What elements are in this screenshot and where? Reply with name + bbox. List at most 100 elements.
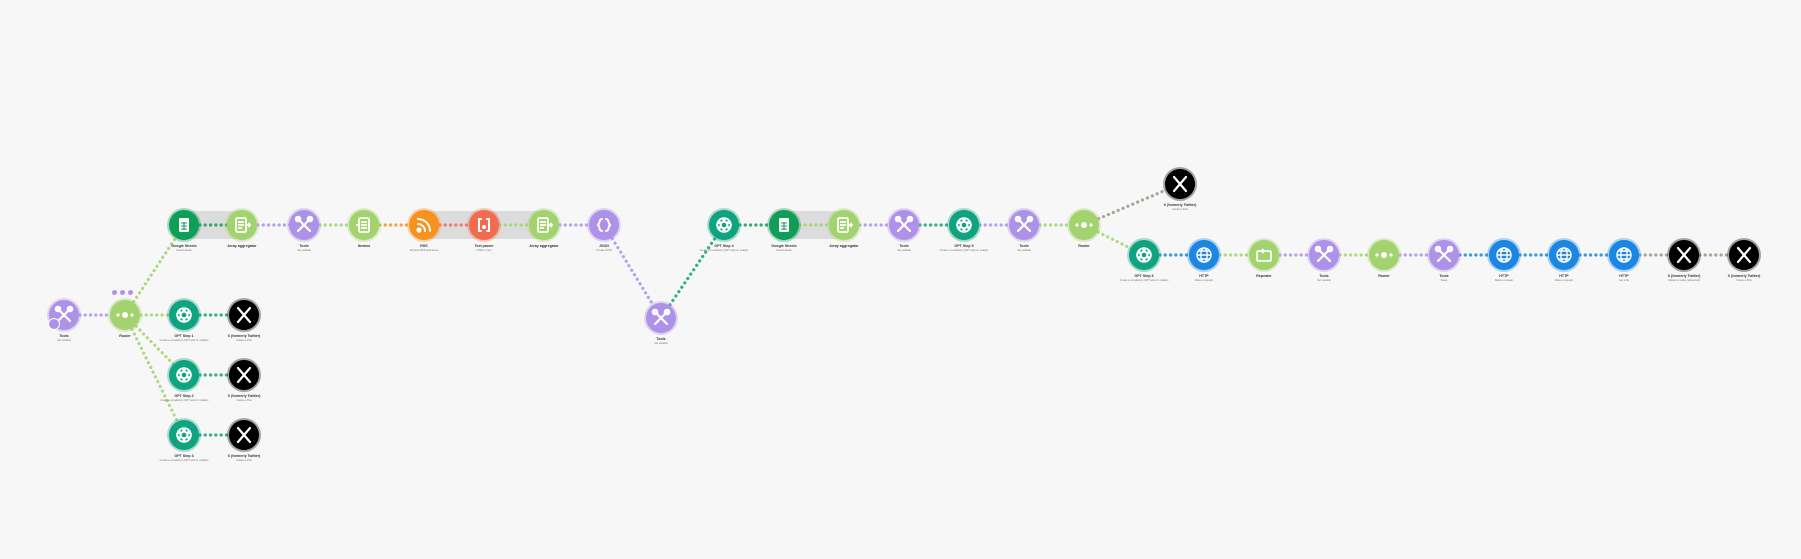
router-options-dot-1[interactable] [112, 290, 117, 295]
module-label: X (formerly Twitter) [227, 394, 261, 398]
module-action: Set variable [1017, 249, 1031, 252]
module-label: Router [1378, 274, 1390, 278]
module-gpt-step-5-22[interactable] [949, 210, 979, 240]
module-label: Tools [1019, 244, 1029, 248]
module-action: Create a Post [1172, 208, 1188, 211]
module-array-aggregator-10[interactable] [227, 210, 257, 240]
x-icon [236, 366, 252, 384]
module-label: Tools [1319, 274, 1329, 278]
module-label: Router [1078, 244, 1090, 248]
router-icon [1075, 222, 1093, 228]
module-rss-13[interactable] [409, 210, 439, 240]
router-options-dot-2[interactable] [120, 290, 125, 295]
module-action: Create a Post [236, 459, 252, 462]
module-gpt-step-3-7[interactable] [169, 420, 199, 450]
module-action: Set variable [297, 249, 311, 252]
module-action: Create a completion (GPT and o1 models) [159, 399, 209, 402]
module-action: Create a Post [236, 399, 252, 402]
module-http-27[interactable] [1189, 240, 1219, 270]
module-router-30[interactable] [1369, 240, 1399, 270]
module-label: GPT Step 4 [714, 244, 734, 248]
module-google-sheets-19[interactable] [769, 210, 799, 240]
module-tools-29[interactable] [1309, 240, 1339, 270]
module-action: Set variable [654, 342, 668, 345]
module-action: Set variable [57, 339, 71, 342]
module-label: X (formerly Twitter) [227, 334, 261, 338]
x-icon [236, 306, 252, 324]
module-label: Iterator [357, 244, 371, 248]
module-array-aggregator-20[interactable] [829, 210, 859, 240]
module-text-parser-14[interactable] [469, 210, 499, 240]
module-array-aggregator-15[interactable] [529, 210, 559, 240]
trigger-clock-icon [48, 318, 60, 330]
module-tools-11[interactable] [289, 210, 319, 240]
module-label: HTTP [1199, 274, 1209, 278]
aggregator-icon [235, 217, 252, 233]
module-action: Set variable [897, 249, 911, 252]
module-label: Google Sheets [171, 244, 197, 248]
module-iterator-12[interactable] [349, 210, 379, 240]
module-http-33[interactable] [1549, 240, 1579, 270]
openai-icon [176, 427, 192, 443]
module-x-formerly-twitter-35[interactable] [1669, 240, 1699, 270]
module-action: Set variable [1317, 279, 1331, 282]
module-label: Array aggregator [829, 244, 859, 248]
module-action: HTML to text [476, 249, 492, 252]
module-repeater-28[interactable] [1249, 240, 1279, 270]
connection-line[interactable] [602, 223, 663, 320]
module-action: Search Rows [176, 249, 192, 252]
module-http-32[interactable] [1489, 240, 1519, 270]
module-tools-17[interactable] [646, 303, 676, 333]
module-json-16[interactable] [589, 210, 619, 240]
sheets-icon [779, 218, 789, 232]
module-x-formerly-twitter-36[interactable] [1729, 240, 1759, 270]
openai-icon [176, 307, 192, 323]
module-action: Create a completion (GPT and o1 models) [699, 249, 749, 252]
repeater-icon [1256, 248, 1272, 262]
module-action: Create JSON [596, 249, 612, 252]
tools-icon [651, 308, 671, 326]
module-tools-21[interactable] [889, 210, 919, 240]
module-gpt-step-4-18[interactable] [709, 210, 739, 240]
module-label: X (formerly Twitter) [1727, 274, 1761, 278]
module-label: GPT Step 2 [174, 394, 194, 398]
module-http-34[interactable] [1609, 240, 1639, 270]
module-google-sheets-9[interactable] [169, 210, 199, 240]
router-options-dot-3[interactable] [128, 290, 133, 295]
connection-line[interactable] [123, 223, 186, 317]
module-gpt-step-2-5[interactable] [169, 360, 199, 390]
x-icon [1172, 175, 1188, 193]
module-gpt-step-6-26[interactable] [1129, 240, 1159, 270]
textparser-icon [478, 218, 490, 232]
module-action: Create a completion (GPT and o1 models) [1119, 279, 1169, 282]
module-tools-23[interactable] [1009, 210, 1039, 240]
module-label: Tools [299, 244, 309, 248]
module-router-24[interactable] [1069, 210, 1099, 240]
module-tools-31[interactable] [1429, 240, 1459, 270]
connection-line[interactable] [1082, 182, 1182, 227]
module-x-formerly-twitter-4[interactable] [229, 300, 259, 330]
openai-icon [716, 217, 732, 233]
module-gpt-step-1-3[interactable] [169, 300, 199, 330]
tools-icon [894, 215, 914, 233]
module-action: Create a Post [236, 339, 252, 342]
openai-icon [176, 367, 192, 383]
module-label: Google Sheets [771, 244, 797, 248]
module-action: Make a request [1195, 279, 1213, 282]
sheets-icon [179, 218, 189, 232]
connection-line[interactable] [123, 313, 186, 437]
module-label: GPT Step 6 [1134, 274, 1154, 278]
module-x-formerly-twitter-8[interactable] [229, 420, 259, 450]
module-label: Repeater [1256, 274, 1272, 278]
module-x-formerly-twitter-6[interactable] [229, 360, 259, 390]
module-router-2[interactable] [110, 300, 140, 330]
module-label: GPT Step 5 [954, 244, 974, 248]
tools-icon [294, 215, 314, 233]
module-x-formerly-twitter-25[interactable] [1165, 169, 1195, 199]
module-action: Create a completion (GPT and o1 models) [159, 339, 209, 342]
module-label: JSON [599, 244, 609, 248]
module-action: Sleep [1440, 279, 1448, 282]
module-action: Make a request [1555, 279, 1573, 282]
module-label: X (formerly Twitter) [1667, 274, 1701, 278]
